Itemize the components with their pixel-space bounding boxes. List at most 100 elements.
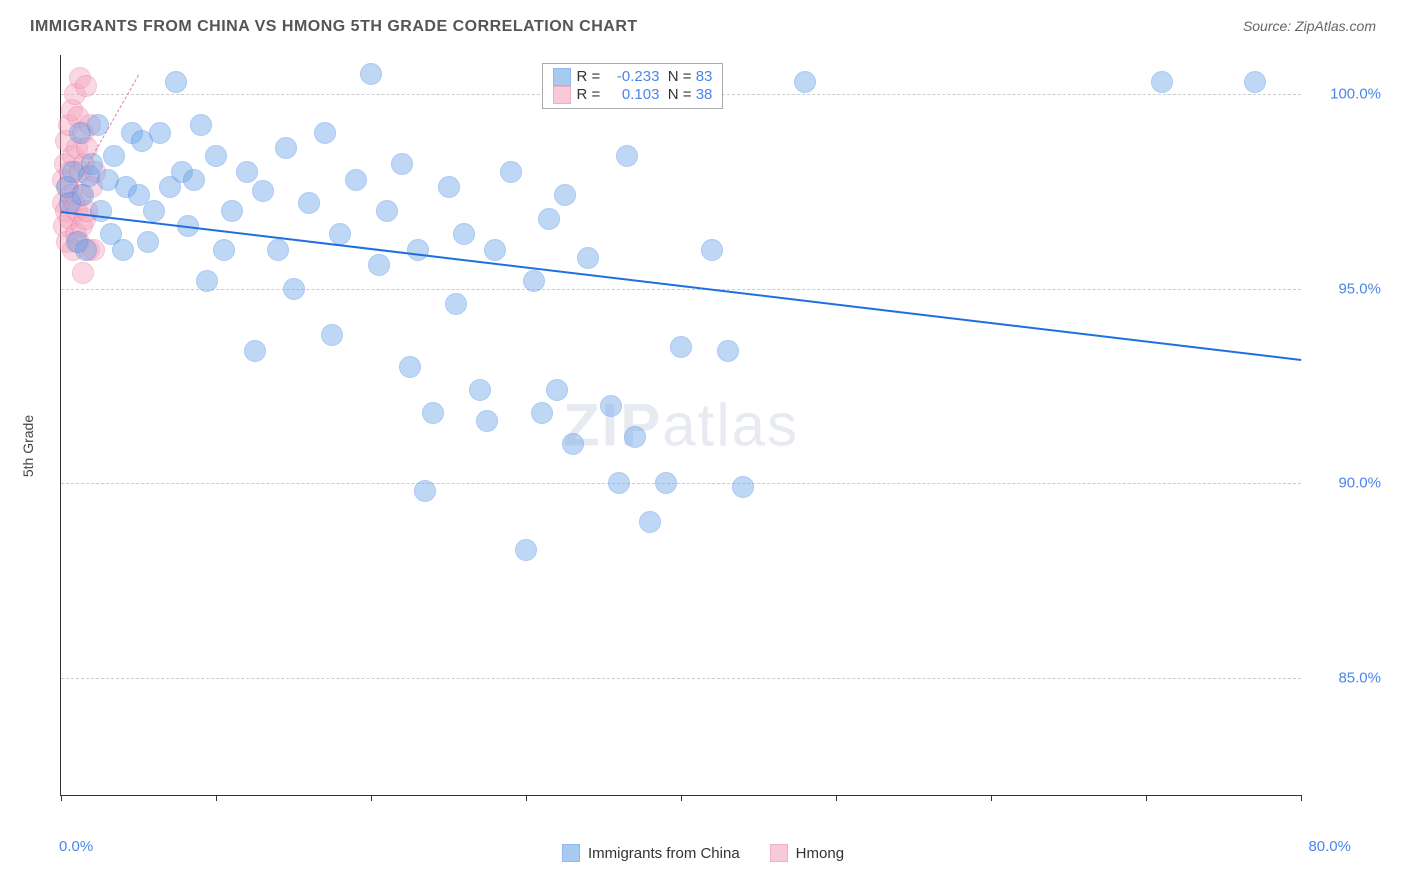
- y-tick-label: 100.0%: [1311, 85, 1381, 102]
- data-point: [165, 71, 187, 93]
- data-point: [391, 153, 413, 175]
- x-tick-label: 80.0%: [1308, 838, 1351, 855]
- data-point: [407, 239, 429, 261]
- data-point: [655, 472, 677, 494]
- watermark: ZIPatlas: [563, 391, 799, 460]
- data-point: [438, 176, 460, 198]
- plot-area: ZIPatlas 85.0%90.0%95.0%100.0%0.0%80.0%R…: [60, 55, 1301, 796]
- data-point: [345, 169, 367, 191]
- data-point: [624, 426, 646, 448]
- chart-container: IMMIGRANTS FROM CHINA VS HMONG 5TH GRADE…: [0, 0, 1406, 892]
- gridline: [61, 483, 1301, 484]
- correlation-row: R = -0.233 N = 83: [553, 68, 713, 86]
- data-point: [314, 122, 336, 144]
- x-tick-mark: [61, 795, 62, 801]
- legend-swatch: [553, 86, 571, 104]
- data-point: [236, 161, 258, 183]
- data-point: [453, 223, 475, 245]
- legend-label-hmong: Hmong: [796, 845, 844, 862]
- data-point: [616, 145, 638, 167]
- y-tick-label: 85.0%: [1311, 670, 1381, 687]
- legend-swatch: [553, 68, 571, 86]
- y-axis-label: 5th Grade: [20, 415, 36, 477]
- data-point: [1151, 71, 1173, 93]
- data-point: [554, 184, 576, 206]
- legend-item-china: Immigrants from China: [562, 844, 740, 862]
- data-point: [414, 480, 436, 502]
- data-point: [143, 200, 165, 222]
- x-tick-label: 0.0%: [59, 838, 93, 855]
- x-tick-mark: [681, 795, 682, 801]
- data-point: [562, 433, 584, 455]
- x-tick-mark: [1301, 795, 1302, 801]
- data-point: [205, 145, 227, 167]
- data-point: [376, 200, 398, 222]
- chart-title: IMMIGRANTS FROM CHINA VS HMONG 5TH GRADE…: [30, 18, 638, 36]
- correlation-legend: R = -0.233 N = 83R = 0.103 N = 38: [542, 63, 724, 109]
- data-point: [670, 336, 692, 358]
- data-point: [75, 75, 97, 97]
- data-point: [546, 379, 568, 401]
- legend-swatch-china: [562, 844, 580, 862]
- source-label: Source: ZipAtlas.com: [1243, 18, 1376, 34]
- gridline: [61, 289, 1301, 290]
- data-point: [267, 239, 289, 261]
- correlation-text: R = 0.103 N = 38: [577, 86, 713, 103]
- data-point: [500, 161, 522, 183]
- data-point: [469, 379, 491, 401]
- x-tick-mark: [526, 795, 527, 801]
- data-point: [368, 254, 390, 276]
- data-point: [531, 402, 553, 424]
- data-point: [137, 231, 159, 253]
- data-point: [515, 539, 537, 561]
- x-tick-mark: [371, 795, 372, 801]
- data-point: [221, 200, 243, 222]
- data-point: [577, 247, 599, 269]
- data-point: [149, 122, 171, 144]
- data-point: [360, 63, 382, 85]
- x-tick-mark: [836, 795, 837, 801]
- data-point: [75, 239, 97, 261]
- bottom-legend: Immigrants from China Hmong: [562, 844, 844, 862]
- data-point: [484, 239, 506, 261]
- data-point: [701, 239, 723, 261]
- data-point: [190, 114, 212, 136]
- x-tick-mark: [216, 795, 217, 801]
- correlation-text: R = -0.233 N = 83: [577, 68, 713, 85]
- data-point: [252, 180, 274, 202]
- data-point: [244, 340, 266, 362]
- data-point: [639, 511, 661, 533]
- data-point: [1244, 71, 1266, 93]
- data-point: [275, 137, 297, 159]
- data-point: [538, 208, 560, 230]
- x-tick-mark: [1146, 795, 1147, 801]
- data-point: [298, 192, 320, 214]
- data-point: [112, 239, 134, 261]
- x-tick-mark: [991, 795, 992, 801]
- data-point: [476, 410, 498, 432]
- data-point: [399, 356, 421, 378]
- legend-item-hmong: Hmong: [770, 844, 844, 862]
- data-point: [732, 476, 754, 498]
- data-point: [608, 472, 630, 494]
- data-point: [794, 71, 816, 93]
- data-point: [283, 278, 305, 300]
- data-point: [321, 324, 343, 346]
- y-tick-label: 95.0%: [1311, 280, 1381, 297]
- data-point: [213, 239, 235, 261]
- data-point: [422, 402, 444, 424]
- data-point: [717, 340, 739, 362]
- gridline: [61, 678, 1301, 679]
- correlation-row: R = 0.103 N = 38: [553, 86, 713, 104]
- legend-label-china: Immigrants from China: [588, 845, 740, 862]
- data-point: [72, 262, 94, 284]
- data-point: [196, 270, 218, 292]
- legend-swatch-hmong: [770, 844, 788, 862]
- data-point: [329, 223, 351, 245]
- data-point: [103, 145, 125, 167]
- data-point: [523, 270, 545, 292]
- data-point: [183, 169, 205, 191]
- data-point: [445, 293, 467, 315]
- data-point: [600, 395, 622, 417]
- y-tick-label: 90.0%: [1311, 475, 1381, 492]
